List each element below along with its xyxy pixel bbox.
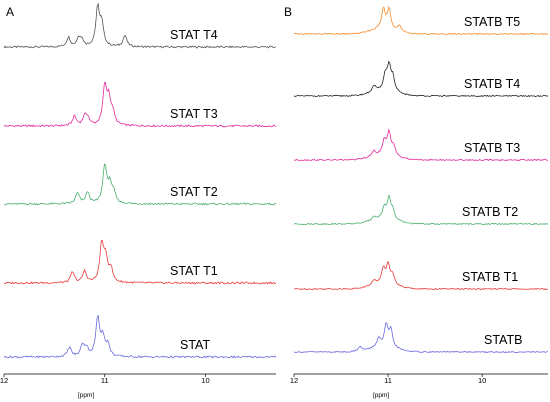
trace-label-statb-t2: STATB T2 (462, 205, 518, 219)
spectrum-stat-t2 (3, 163, 277, 206)
trace-label-stat-t3: STAT T3 (170, 107, 218, 121)
panel-b: 12 11 10 STATB T5 STATB T4 STATB T3 STATB T2 ST… (290, 5, 549, 385)
spectrum-statb-t3 (293, 128, 549, 162)
spectrum-statb-t4 (293, 60, 549, 98)
panel-a: 12 11 10 STAT T4 STAT T3 STAT T2 STAT T1 STAT (0, 2, 277, 385)
panel-b-tick-label-10: 10 (478, 376, 486, 385)
spectrum-statb-t5 (293, 5, 549, 36)
spectrum-stat-t3 (3, 81, 277, 128)
spectrum-stat-t1 (3, 239, 277, 285)
panel-b-tick-label-11: 11 (384, 376, 392, 385)
panel-label-a: A (6, 5, 14, 19)
panel-a-tick-label-10: 10 (201, 376, 209, 385)
panel-label-b: B (284, 5, 292, 19)
panel-a-x-axis-title: [ppm] (78, 392, 94, 399)
panel-a-tick-label-12: 12 (0, 376, 8, 385)
spectrum-stat (3, 314, 277, 359)
trace-label-statb-t1: STATB T1 (462, 270, 518, 284)
spectrum-stat-t4 (3, 2, 277, 49)
trace-label-stat-t4: STAT T4 (170, 28, 218, 42)
panel-a-tick-label-11: 11 (101, 376, 109, 385)
trace-label-statb-t3: STATB T3 (464, 141, 520, 155)
trace-label-stat: STAT (180, 338, 210, 352)
trace-label-stat-t2: STAT T2 (170, 185, 218, 199)
trace-label-statb-t4: STATB T4 (464, 77, 520, 91)
trace-label-stat-t1: STAT T1 (170, 264, 218, 278)
panel-b-tick-label-12: 12 (290, 376, 298, 385)
spectrum-statb-t2 (293, 194, 549, 226)
panel-b-x-axis-title: [ppm] (373, 392, 389, 399)
spectrum-statb (293, 322, 549, 354)
trace-label-statb-t5: STATB T5 (464, 15, 520, 29)
spectrum-statb-t1 (293, 260, 549, 291)
trace-label-statb: STATB (484, 333, 522, 347)
